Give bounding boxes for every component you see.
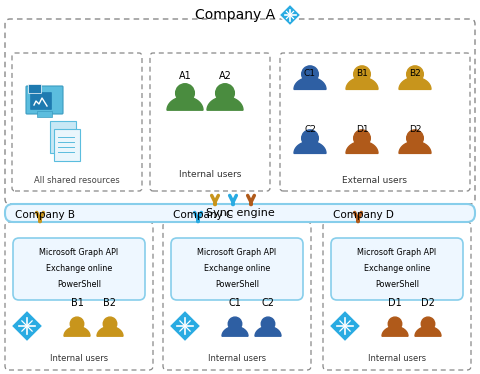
FancyBboxPatch shape (54, 129, 80, 161)
Circle shape (261, 317, 275, 331)
Text: B1: B1 (71, 298, 84, 308)
Polygon shape (279, 4, 301, 26)
Text: PowerShell: PowerShell (57, 280, 101, 289)
Text: Internal users: Internal users (50, 354, 108, 363)
FancyBboxPatch shape (171, 238, 303, 300)
Text: Microsoft Graph API: Microsoft Graph API (358, 248, 437, 257)
FancyBboxPatch shape (323, 222, 471, 370)
Polygon shape (169, 310, 201, 342)
Text: Company C: Company C (173, 210, 233, 220)
Text: Company D: Company D (333, 210, 394, 220)
Circle shape (388, 317, 402, 331)
FancyBboxPatch shape (5, 19, 475, 204)
FancyBboxPatch shape (163, 222, 311, 370)
Polygon shape (415, 327, 441, 336)
Polygon shape (64, 327, 90, 336)
FancyBboxPatch shape (5, 222, 153, 370)
Polygon shape (346, 77, 378, 89)
FancyBboxPatch shape (13, 238, 145, 300)
Polygon shape (329, 310, 361, 342)
Text: B1: B1 (356, 69, 368, 78)
FancyBboxPatch shape (37, 111, 52, 117)
Text: B2: B2 (409, 69, 421, 78)
Text: Exchange online: Exchange online (364, 264, 430, 273)
Text: D2: D2 (409, 125, 421, 134)
Text: PowerShell: PowerShell (375, 280, 419, 289)
Polygon shape (207, 97, 243, 110)
Text: Internal users: Internal users (179, 170, 241, 179)
Text: Exchange online: Exchange online (204, 264, 270, 273)
Text: C2: C2 (262, 298, 275, 308)
Text: Sync engine: Sync engine (205, 208, 275, 218)
FancyBboxPatch shape (150, 53, 270, 191)
Polygon shape (294, 77, 326, 89)
Circle shape (354, 66, 371, 83)
Polygon shape (97, 327, 123, 336)
Text: C2: C2 (304, 125, 316, 134)
Text: C1: C1 (228, 298, 241, 308)
Polygon shape (222, 327, 248, 336)
Text: Exchange online: Exchange online (46, 264, 112, 273)
Circle shape (302, 130, 318, 147)
Text: A2: A2 (218, 71, 231, 81)
Circle shape (216, 84, 234, 102)
Polygon shape (382, 327, 408, 336)
Text: A1: A1 (179, 71, 192, 81)
Circle shape (228, 317, 242, 331)
Text: B2: B2 (104, 298, 117, 308)
Text: C1: C1 (304, 69, 316, 78)
Text: Company A: Company A (195, 8, 275, 22)
Circle shape (302, 66, 318, 83)
Circle shape (176, 84, 194, 102)
FancyBboxPatch shape (331, 238, 463, 300)
Polygon shape (399, 77, 431, 89)
Text: Internal users: Internal users (208, 354, 266, 363)
Polygon shape (255, 327, 281, 336)
Circle shape (103, 317, 117, 331)
FancyBboxPatch shape (5, 204, 475, 222)
Circle shape (407, 66, 423, 83)
Polygon shape (11, 310, 43, 342)
FancyBboxPatch shape (50, 121, 76, 153)
Text: D1: D1 (356, 125, 368, 134)
Polygon shape (167, 97, 203, 110)
Circle shape (407, 130, 423, 147)
Polygon shape (346, 141, 378, 153)
FancyBboxPatch shape (31, 92, 51, 110)
FancyBboxPatch shape (12, 53, 142, 191)
Text: D2: D2 (421, 298, 435, 308)
FancyBboxPatch shape (26, 86, 63, 114)
Text: External users: External users (343, 176, 408, 185)
Text: Internal users: Internal users (368, 354, 426, 363)
Circle shape (354, 130, 371, 147)
Text: Microsoft Graph API: Microsoft Graph API (197, 248, 276, 257)
Text: D1: D1 (388, 298, 402, 308)
Text: Microsoft Graph API: Microsoft Graph API (39, 248, 119, 257)
Polygon shape (399, 141, 431, 153)
Circle shape (421, 317, 435, 331)
Circle shape (70, 317, 84, 331)
Text: All shared resources: All shared resources (34, 176, 120, 185)
FancyBboxPatch shape (28, 85, 41, 94)
Text: PowerShell: PowerShell (215, 280, 259, 289)
Text: Company B: Company B (15, 210, 75, 220)
Polygon shape (294, 141, 326, 153)
FancyBboxPatch shape (280, 53, 470, 191)
